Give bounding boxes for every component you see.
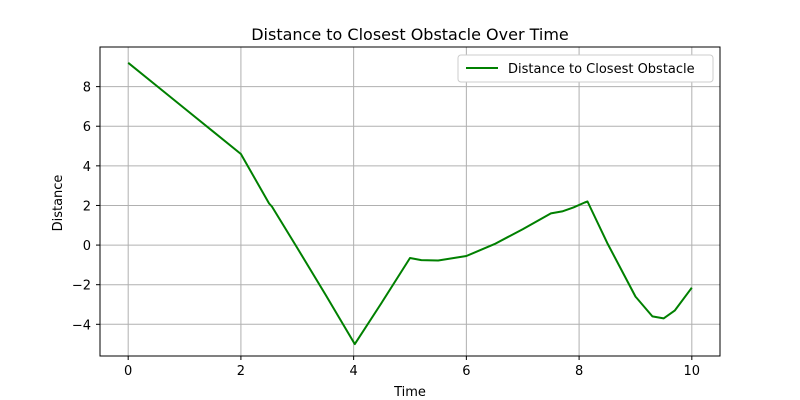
legend-label: Distance to Closest Obstacle <box>508 62 695 77</box>
legend-box <box>457 54 714 83</box>
x-tick-label: 0 <box>124 364 132 379</box>
series-line <box>127 62 693 346</box>
grid-lines <box>100 47 720 356</box>
y-tick-label: 0 <box>83 239 91 254</box>
x-axis-label: Time <box>393 385 426 400</box>
y-axis-label: Distance <box>51 175 66 232</box>
x-tick-label: 4 <box>349 364 357 379</box>
y-tick-label: −2 <box>72 279 91 294</box>
series-layer <box>127 62 693 346</box>
x-tick-label: 8 <box>575 364 583 379</box>
y-tick-label: −4 <box>72 318 91 333</box>
x-tick-label: 10 <box>684 364 701 379</box>
x-tick-label: 2 <box>237 364 245 379</box>
y-tick-label: 2 <box>83 199 91 214</box>
axis-ticks: 0 2 4 6 8 10 −4 −2 0 2 4 6 8 <box>72 81 700 379</box>
x-tick-label: 6 <box>462 364 470 379</box>
plot-frame <box>99 46 721 357</box>
y-tick-label: 6 <box>83 120 91 135</box>
y-tick-label: 4 <box>83 160 91 175</box>
chart-title: Distance to Closest Obstacle Over Time <box>251 25 569 44</box>
legend: Distance to Closest Obstacle <box>457 54 714 83</box>
y-tick-label: 8 <box>83 81 91 96</box>
